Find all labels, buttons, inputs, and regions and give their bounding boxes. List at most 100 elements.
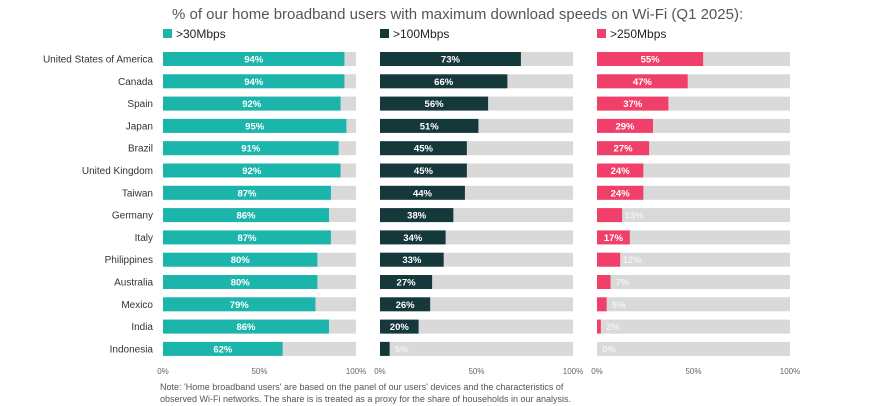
bar bbox=[380, 118, 479, 133]
bar bbox=[380, 275, 433, 289]
data-label: 34% bbox=[403, 233, 423, 244]
data-label: 17% bbox=[604, 233, 624, 244]
bar bbox=[380, 208, 454, 223]
tick-label: 0% bbox=[374, 367, 386, 376]
chart-title: % of our home broadband users with maxim… bbox=[172, 6, 743, 23]
category-labels: United States of America Canada Spain Japan… bbox=[43, 55, 154, 356]
tick-label: 0% bbox=[591, 367, 603, 376]
legend-swatch-1 bbox=[163, 29, 172, 38]
bar bbox=[597, 52, 704, 66]
bar bbox=[380, 341, 390, 356]
bar bbox=[163, 208, 329, 223]
data-label: 45% bbox=[414, 144, 434, 155]
bar-track bbox=[597, 230, 790, 245]
bar bbox=[380, 252, 444, 267]
data-label: 26% bbox=[396, 300, 416, 311]
data-label: 7% bbox=[616, 278, 630, 289]
bar bbox=[163, 275, 318, 289]
tick-label: 100% bbox=[563, 367, 583, 376]
data-label: 80% bbox=[231, 255, 251, 266]
bar-track bbox=[597, 297, 790, 312]
legend-label-1: >30Mbps bbox=[176, 27, 226, 41]
footnote-line-1: Note: 'Home broadband users' are based o… bbox=[160, 382, 564, 392]
panel-1: 94%94%92%95%91%92%87%86%87%80%80%79%86%6… bbox=[157, 52, 366, 376]
data-label: 44% bbox=[413, 188, 433, 199]
data-label: 87% bbox=[237, 233, 257, 244]
tick-label: 0% bbox=[157, 367, 169, 376]
data-label: 56% bbox=[425, 99, 445, 110]
data-label: 27% bbox=[614, 144, 634, 155]
data-label: 51% bbox=[420, 121, 440, 132]
data-label: 92% bbox=[242, 99, 262, 110]
bar bbox=[380, 96, 489, 111]
data-label: 27% bbox=[397, 278, 417, 289]
bar bbox=[163, 319, 329, 334]
category-label: Canada bbox=[118, 77, 153, 88]
legend-swatch-3 bbox=[597, 29, 606, 38]
bar bbox=[597, 96, 669, 111]
bar bbox=[597, 230, 630, 245]
data-label: 5% bbox=[395, 344, 409, 355]
data-label: 86% bbox=[236, 211, 256, 222]
bar-track bbox=[597, 275, 790, 289]
tick-label: 100% bbox=[780, 367, 800, 376]
data-label: 37% bbox=[623, 99, 643, 110]
bar-track bbox=[597, 208, 790, 223]
data-label: 79% bbox=[230, 300, 250, 311]
category-label: Taiwan bbox=[122, 188, 153, 199]
tick-label: 50% bbox=[685, 367, 701, 376]
category-label: Indonesia bbox=[110, 344, 154, 355]
footnote-line-2: observed Wi-Fi networks. The share is is… bbox=[160, 394, 571, 404]
data-label: 73% bbox=[441, 55, 461, 66]
data-label: 20% bbox=[390, 322, 410, 333]
data-label: 45% bbox=[414, 166, 434, 177]
bar bbox=[597, 252, 621, 267]
bar-track bbox=[380, 319, 573, 334]
bar bbox=[380, 319, 419, 334]
tick-label: 50% bbox=[251, 367, 267, 376]
data-label: 2% bbox=[606, 322, 620, 333]
bar bbox=[597, 319, 601, 334]
data-label: 62% bbox=[213, 344, 233, 355]
data-label: 29% bbox=[615, 121, 635, 132]
bar bbox=[163, 118, 347, 133]
legend: >30Mbps >100Mbps >250Mbps bbox=[163, 27, 666, 41]
category-label: Germany bbox=[112, 211, 153, 222]
data-label: 87% bbox=[237, 188, 257, 199]
category-label: Italy bbox=[135, 233, 153, 244]
bar-track bbox=[597, 252, 790, 267]
bar bbox=[163, 52, 345, 66]
bar-track bbox=[597, 341, 790, 356]
data-label: 94% bbox=[244, 55, 264, 66]
data-label: 0% bbox=[602, 344, 616, 355]
bar bbox=[597, 275, 611, 289]
data-label: 38% bbox=[407, 211, 427, 222]
bar bbox=[380, 185, 465, 200]
bar bbox=[163, 163, 341, 178]
bar bbox=[597, 208, 623, 223]
bar bbox=[380, 74, 508, 89]
category-label: Brazil bbox=[128, 144, 153, 155]
bar bbox=[380, 230, 446, 245]
category-label: Philippines bbox=[105, 255, 153, 266]
bar bbox=[163, 230, 331, 245]
category-label: Mexico bbox=[121, 300, 153, 311]
bar bbox=[163, 96, 341, 111]
data-label: 86% bbox=[236, 322, 256, 333]
bar-track bbox=[597, 163, 790, 178]
panel-3: 55% 47% 37% 29% 27% 24% 24% 13%17% 12% 7% 5% 2% 0% 0%… bbox=[591, 52, 800, 376]
bar bbox=[380, 141, 467, 156]
data-label: 24% bbox=[611, 166, 631, 177]
data-label: 55% bbox=[641, 55, 661, 66]
bar bbox=[380, 52, 521, 66]
data-label: 47% bbox=[633, 77, 653, 88]
bar bbox=[163, 297, 316, 312]
bar bbox=[597, 297, 607, 312]
data-label: 80% bbox=[231, 278, 251, 289]
bar bbox=[163, 185, 331, 200]
tick-label: 100% bbox=[346, 367, 366, 376]
category-label: India bbox=[131, 322, 153, 333]
bar-track bbox=[380, 341, 573, 356]
bar bbox=[163, 252, 318, 267]
